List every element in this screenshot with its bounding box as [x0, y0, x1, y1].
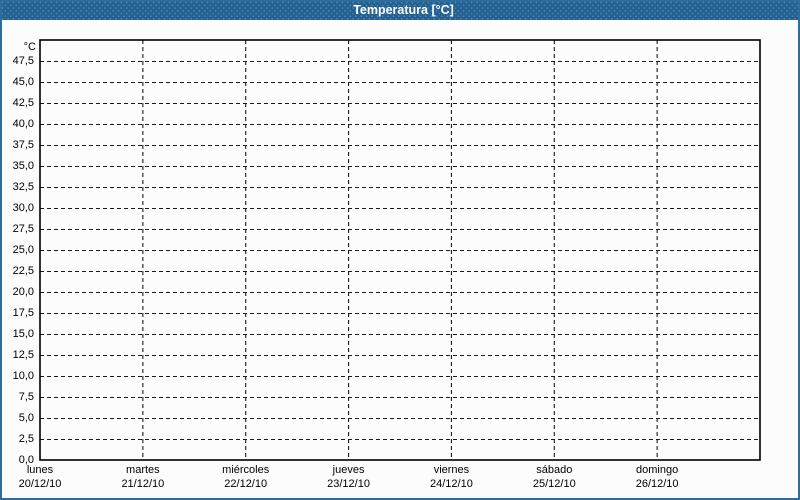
svg-text:lunes: lunes	[27, 464, 54, 476]
svg-text:40,0: 40,0	[13, 118, 34, 130]
svg-text:17,5: 17,5	[13, 307, 34, 319]
svg-text:15,0: 15,0	[13, 328, 34, 340]
svg-text:7,5: 7,5	[19, 391, 34, 403]
svg-text:25/12/10: 25/12/10	[533, 478, 576, 490]
svg-text:32,5: 32,5	[13, 181, 34, 193]
svg-text:2,5: 2,5	[19, 433, 34, 445]
svg-text:20/12/10: 20/12/10	[19, 478, 62, 490]
svg-text:sábado: sábado	[536, 464, 572, 476]
svg-text:27,5: 27,5	[13, 223, 34, 235]
svg-text:12,5: 12,5	[13, 349, 34, 361]
svg-text:miércoles: miércoles	[222, 464, 270, 476]
svg-text:martes: martes	[126, 464, 160, 476]
svg-text:47,5: 47,5	[13, 55, 34, 67]
svg-text:domingo: domingo	[636, 464, 678, 476]
svg-text:22/12/10: 22/12/10	[224, 478, 267, 490]
svg-text:5,0: 5,0	[19, 412, 34, 424]
svg-text:42,5: 42,5	[13, 97, 34, 109]
svg-text:21/12/10: 21/12/10	[121, 478, 164, 490]
svg-text:20,0: 20,0	[13, 286, 34, 298]
svg-text:°C: °C	[24, 41, 36, 53]
svg-text:25,0: 25,0	[13, 244, 34, 256]
svg-text:23/12/10: 23/12/10	[327, 478, 370, 490]
svg-text:24/12/10: 24/12/10	[430, 478, 473, 490]
svg-text:10,0: 10,0	[13, 370, 34, 382]
svg-text:37,5: 37,5	[13, 139, 34, 151]
svg-text:45,0: 45,0	[13, 76, 34, 88]
svg-text:22,5: 22,5	[13, 265, 34, 277]
svg-text:viernes: viernes	[434, 464, 470, 476]
svg-text:jueves: jueves	[332, 464, 365, 476]
svg-text:30,0: 30,0	[13, 202, 34, 214]
svg-text:26/12/10: 26/12/10	[636, 478, 679, 490]
svg-text:35,0: 35,0	[13, 160, 34, 172]
